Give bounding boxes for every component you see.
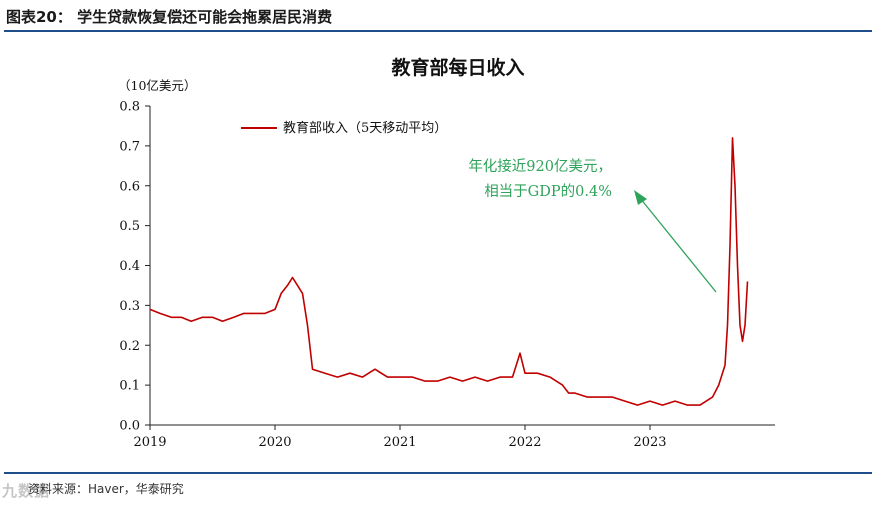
annotation-arrow (639, 197, 717, 293)
y-tick-label: 0.7 (119, 139, 140, 154)
y-axis-unit-label: （10亿美元） (118, 78, 196, 93)
header-divider (4, 30, 872, 32)
y-tick-label: 0.0 (119, 419, 140, 434)
watermark: 九数据 (2, 482, 51, 500)
annotation: 年化接近920亿美元， 相当于GDP的0.4% (468, 158, 717, 293)
y-tick-label: 0.1 (119, 379, 140, 394)
y-tick-label: 0.6 (119, 179, 140, 194)
footer-divider (4, 472, 872, 474)
figure-header: 图表20： 学生贷款恢复偿还可能会拖累居民消费 (6, 8, 333, 26)
x-tick-label: 2023 (633, 435, 666, 450)
y-tick-label: 0.8 (119, 100, 140, 115)
annotation-line-1: 年化接近920亿美元， (468, 158, 612, 175)
source-note: 资料来源：Haver，华泰研究 (28, 482, 184, 496)
series-line-moe-revenue (149, 137, 749, 406)
annotation-line-2: 相当于GDP的0.4% (484, 183, 612, 200)
legend-label: 教育部收入（5天移动平均） (283, 120, 447, 136)
y-tick-label: 0.4 (119, 259, 140, 274)
y-tick-label: 0.5 (119, 219, 140, 234)
x-tick-label: 2019 (133, 435, 166, 450)
annotation-arrowhead (634, 190, 647, 205)
chart-title: 教育部每日收入 (391, 56, 524, 79)
legend: 教育部收入（5天移动平均） (241, 120, 447, 136)
x-tick-label: 2020 (258, 435, 291, 450)
x-tick-label: 2021 (383, 435, 416, 450)
x-axis: 2019 2020 2021 2022 2023 (133, 424, 775, 450)
x-tick-label: 2022 (508, 435, 541, 450)
y-tick-label: 0.2 (119, 339, 140, 354)
y-tick-label: 0.3 (119, 299, 140, 314)
y-axis: 0.0 0.1 0.2 0.3 0.4 0.5 0.6 0.7 0.8 (119, 100, 151, 434)
